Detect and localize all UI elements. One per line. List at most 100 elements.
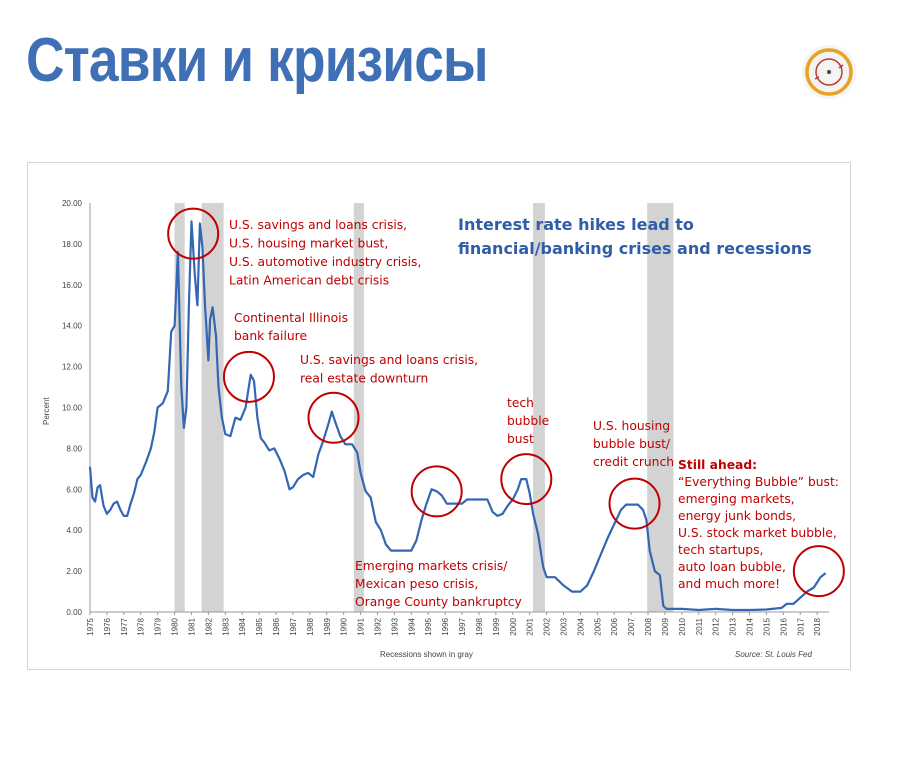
x-tick-label: 2013	[729, 617, 738, 635]
x-tick-label: 1986	[272, 617, 281, 635]
y-tick-label: 12.00	[62, 363, 83, 372]
y-tick-label: 0.00	[66, 608, 82, 617]
annotation-still-ahead: “Everything Bubble” bust:	[678, 475, 839, 489]
x-tick-label: 1979	[154, 617, 163, 635]
highlight-circle	[167, 207, 220, 260]
x-tick-label: 1975	[86, 617, 95, 635]
x-tick-label: 2004	[576, 617, 585, 635]
recession-band	[533, 203, 545, 612]
x-tick-label: 1990	[340, 617, 349, 635]
annotation-emerging-1995: Mexican peso crisis,	[355, 577, 478, 591]
x-tick-label: 2003	[560, 617, 569, 635]
rate-series-line	[88, 220, 827, 612]
x-tick-label: 2018	[813, 617, 822, 635]
highlight-circles	[167, 207, 845, 598]
annotation-tech: tech	[507, 396, 534, 410]
recession-band	[201, 203, 224, 612]
x-tick-label: 1988	[306, 617, 315, 635]
annotation-still-ahead: energy junk bonds,	[678, 509, 796, 523]
slide-title: Ставки и кризисы	[26, 26, 489, 95]
annotation-savings-1981: Latin American debt crisis	[229, 274, 389, 288]
annotation-savings-1981: U.S. automotive industry crisis,	[229, 255, 421, 269]
annotation-still-ahead: tech startups,	[678, 543, 763, 557]
x-tick-label: 1977	[120, 617, 129, 635]
annotation-savings-1981: U.S. savings and loans crisis,	[229, 218, 407, 232]
x-tick-label: 1995	[424, 617, 433, 635]
x-tick-label: 2016	[779, 617, 788, 635]
x-tick-label: 2010	[678, 617, 687, 635]
annotation-continental: bank failure	[234, 329, 307, 343]
recession-band	[647, 203, 674, 612]
y-tick-label: 16.00	[62, 281, 83, 290]
x-tick-label: 1984	[238, 617, 247, 635]
x-tick-label: 1981	[187, 617, 196, 635]
x-tick-label: 2011	[695, 617, 704, 635]
annotation-tech: bust	[507, 432, 534, 446]
x-tick-label: 2005	[593, 617, 602, 635]
annotation-savings-1989: real estate downturn	[300, 372, 428, 386]
x-tick-label: 2009	[661, 617, 670, 635]
y-axis-label: Percent	[42, 397, 51, 425]
recession-band	[174, 203, 185, 612]
x-tick-label: 1998	[475, 617, 484, 635]
x-tick-label: 2014	[746, 617, 755, 635]
x-axis-label: Recessions shown in gray	[380, 650, 473, 659]
annotation-heading: Still ahead:	[678, 458, 757, 472]
source-note: Source: St. Louis Fed	[735, 650, 812, 659]
x-tick-label: 1999	[492, 617, 501, 635]
x-tick-label: 1976	[103, 617, 112, 635]
x-tick-label: 2007	[627, 617, 636, 635]
x-tick-label: 2015	[762, 617, 771, 635]
x-tick-label: 1997	[458, 617, 467, 635]
recession-bands	[174, 203, 674, 612]
chart-title-line: Interest rate hikes lead to	[458, 215, 694, 234]
annotation-still-ahead: emerging markets,	[678, 492, 795, 506]
x-tick-label: 1985	[255, 617, 264, 635]
x-tick-label: 2001	[526, 617, 535, 635]
highlight-circle	[500, 453, 553, 506]
annotation-housing: U.S. housing	[593, 419, 670, 433]
x-tick-label: 1987	[289, 617, 298, 635]
highlight-circle	[608, 477, 661, 530]
x-tick-label: 2002	[543, 617, 552, 635]
annotation-savings-1989: U.S. savings and loans crisis,	[300, 353, 478, 367]
x-tick-label: 2008	[644, 617, 653, 635]
x-tick-label: 2017	[796, 617, 805, 635]
axes	[89, 203, 829, 613]
x-tick-label: 1991	[357, 617, 366, 635]
y-tick-label: 18.00	[62, 240, 83, 249]
chart-title-line: financial/banking crises and recessions	[458, 239, 812, 258]
y-tick-label: 4.00	[66, 526, 82, 535]
x-tick-label: 2012	[712, 617, 721, 635]
x-tick-label: 1996	[441, 617, 450, 635]
annotation-tech: bubble	[507, 414, 549, 428]
x-tick-label: 1989	[323, 617, 332, 635]
x-tick-label: 1982	[204, 617, 213, 635]
series-layer	[88, 220, 827, 612]
logo-icon	[802, 45, 856, 99]
annotation-still-ahead: U.S. stock market bubble,	[678, 526, 837, 540]
highlight-circle	[307, 391, 360, 444]
annotation-emerging-1995: Emerging markets crisis/	[355, 559, 508, 573]
interest-rate-chart: 0.00 2.00 4.00 6.00 8.00 10.00 12.00 14.00 16.00…	[42, 199, 845, 659]
annotation-still-ahead: auto loan bubble,	[678, 560, 786, 574]
annotations: Interest rate hikes lead to financial/ban…	[229, 215, 839, 609]
annotation-housing: bubble bust/	[593, 437, 671, 451]
y-tick-label: 6.00	[66, 485, 82, 494]
y-tick-label: 20.00	[62, 199, 83, 208]
annotation-still-ahead: and much more!	[678, 577, 780, 591]
x-tick-label: 2000	[509, 617, 518, 635]
annotation-continental: Continental Illinois	[234, 311, 348, 325]
chart-frame: 0.00 2.00 4.00 6.00 8.00 10.00 12.00 14.00 16.00…	[27, 162, 851, 670]
y-tick-label: 10.00	[62, 404, 83, 413]
highlight-circle	[792, 545, 845, 598]
y-tick-label: 14.00	[62, 322, 83, 331]
x-tick-label: 1983	[221, 617, 230, 635]
y-tick-label: 8.00	[66, 444, 82, 453]
x-tick-label: 1992	[373, 617, 382, 635]
annotation-emerging-1995: Orange County bankruptcy	[355, 595, 522, 609]
x-tick-label: 1994	[407, 617, 416, 635]
y-tick-labels: 0.00 2.00 4.00 6.00 8.00 10.00 12.00 14.00 16.00…	[62, 199, 83, 617]
recession-band	[353, 203, 364, 612]
highlight-circle	[222, 350, 275, 403]
